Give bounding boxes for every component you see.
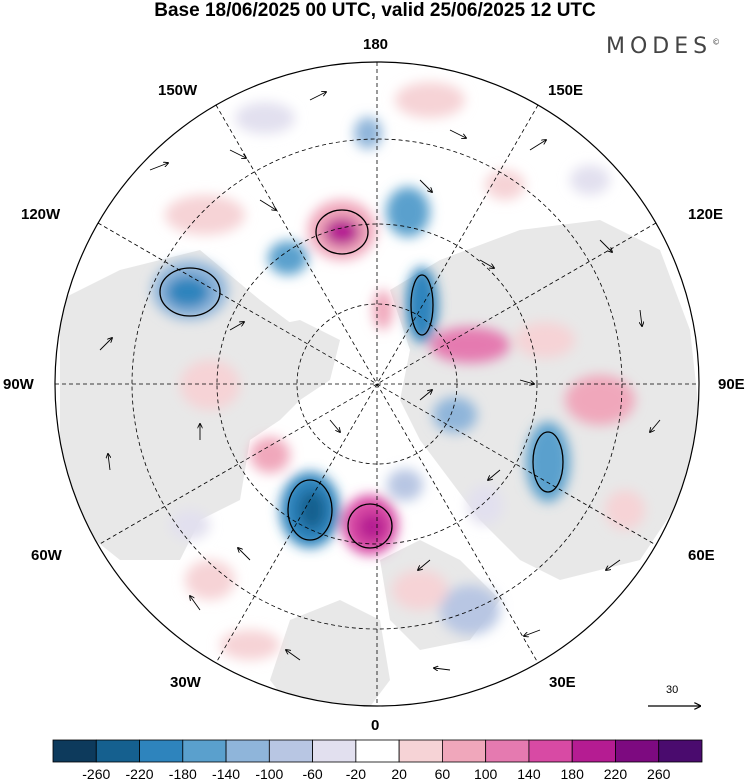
lon-label-0: 0 xyxy=(371,717,380,734)
lon-label-90w: 90W xyxy=(3,376,34,393)
contours xyxy=(159,209,564,549)
anomaly-field xyxy=(152,82,645,660)
lon-label-30w: 30W xyxy=(170,674,201,691)
colorbar-swatch xyxy=(312,739,357,763)
colorbar-swatch xyxy=(615,739,660,763)
lon-label-60w: 60W xyxy=(31,547,62,564)
colorbar-swatch xyxy=(52,739,97,763)
colorbar-tick-label: -100 xyxy=(255,766,284,782)
colorbar-swatch xyxy=(528,739,573,763)
logo-mark: © xyxy=(712,37,721,47)
colorbar-swatch xyxy=(139,739,184,763)
colorbar xyxy=(52,739,703,763)
colorbar-tick-label: -140 xyxy=(212,766,241,782)
lon-label-120w: 120W xyxy=(21,206,61,223)
lon-label-90e: 90E xyxy=(718,376,745,393)
colorbar-tick-label: -20 xyxy=(345,766,366,782)
lon-label-150e: 150E xyxy=(548,82,584,99)
lon-label-150w: 150W xyxy=(158,82,198,99)
colorbar-tick-label: 100 xyxy=(473,766,498,782)
colorbar-swatch xyxy=(658,739,703,763)
modes-logo: MODES© xyxy=(606,34,720,59)
colorbar-tick-label: -260 xyxy=(82,766,111,782)
lon-label-120e: 120E xyxy=(688,206,724,223)
colorbar-tick-label: -220 xyxy=(125,766,154,782)
colorbar-swatch xyxy=(268,739,314,763)
colorbar-tick-label: 180 xyxy=(560,766,584,782)
map-title: Base 18/06/2025 00 UTC, valid 25/06/2025… xyxy=(154,0,596,21)
colorbar-swatch xyxy=(182,739,227,763)
colorbar-tick-label: 20 xyxy=(391,766,407,782)
lon-label-180: 180 xyxy=(363,36,389,53)
colorbar-swatch xyxy=(571,739,616,763)
colorbar-swatch xyxy=(225,739,270,763)
wind-vectors xyxy=(99,92,661,670)
colorbar-swatch xyxy=(398,739,443,763)
colorbar-tick-label: -60 xyxy=(302,766,323,782)
colorbar-swatch xyxy=(441,739,487,763)
colorbar-swatch xyxy=(95,739,140,763)
colorbar-swatch xyxy=(485,739,530,763)
logo-text: MODES xyxy=(606,34,713,59)
colorbar-swatch xyxy=(355,739,400,763)
map-boundary xyxy=(54,61,700,707)
map-disc xyxy=(55,62,699,706)
colorbar-tick-label: -180 xyxy=(168,766,197,782)
colorbar-tick-label: 140 xyxy=(517,766,541,782)
reference-vector-label: 30 xyxy=(666,684,679,696)
graticule xyxy=(55,62,699,706)
colorbar-tick-label: 220 xyxy=(603,766,628,782)
lon-label-60e: 60E xyxy=(688,547,715,564)
colorbar-tick-label: 60 xyxy=(434,766,451,782)
colorbar-tick-label: 260 xyxy=(647,766,671,782)
lon-label-30e: 30E xyxy=(549,674,576,691)
